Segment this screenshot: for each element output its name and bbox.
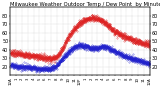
Text: Milwaukee Weather Outdoor Temp / Dew Point  by Minute  (24 Hours) (Alternate): Milwaukee Weather Outdoor Temp / Dew Poi… bbox=[10, 2, 160, 7]
